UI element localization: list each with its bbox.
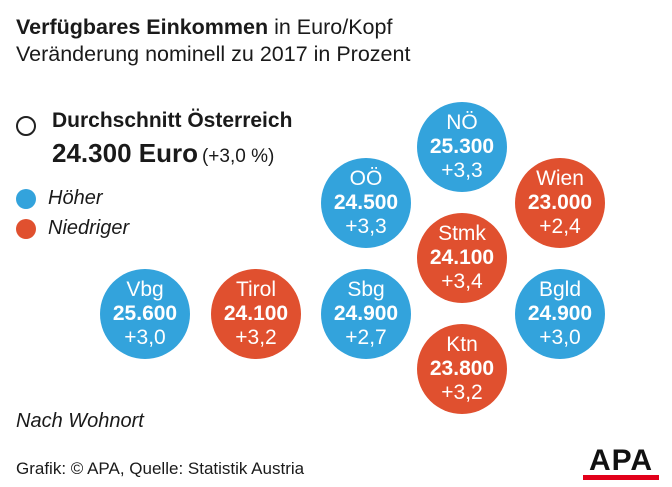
region-name: Sbg — [347, 278, 385, 301]
region-bubble: Stmk 24.100 +3,4 — [417, 213, 507, 303]
region-bubble: Bgld 24.900 +3,0 — [515, 269, 605, 359]
region-bubble: OÖ 24.500 +3,3 — [321, 158, 411, 248]
region-change: +3,4 — [441, 270, 483, 293]
region-name: Wien — [536, 167, 584, 190]
average-value: 24.300 Euro — [52, 138, 198, 168]
legend-label-lower: Niedriger — [48, 217, 130, 239]
region-value: 24.100 — [429, 246, 495, 269]
region-value: 24.100 — [223, 302, 289, 325]
apa-logo: APA — [583, 444, 659, 480]
footnote: Nach Wohnort — [16, 410, 144, 432]
region-value: 24.500 — [333, 191, 399, 214]
region-name: Bgld — [538, 278, 582, 301]
average-change: (+3,0 %) — [201, 146, 275, 167]
region-value: 24.900 — [527, 302, 593, 325]
region-name: Ktn — [446, 333, 478, 356]
region-value: 23.800 — [429, 357, 495, 380]
region-name: Stmk — [438, 222, 486, 245]
legend-dot-higher-icon — [16, 188, 36, 209]
region-name: Tirol — [235, 278, 277, 301]
region-bubble: Sbg 24.900 +2,7 — [321, 269, 411, 359]
region-bubble: NÖ 25.300 +3,3 — [417, 102, 507, 192]
chart-title: Verfügbares Einkommen in Euro/Kopf — [16, 14, 392, 40]
apa-logo-text: APA — [588, 444, 654, 477]
chart-title-bold: Verfügbares Einkommen — [16, 15, 269, 39]
average-value-line: 24.300 Euro (+3,0 %) — [52, 138, 274, 169]
region-value: 25.600 — [112, 302, 178, 325]
region-name: NÖ — [446, 111, 478, 134]
region-change: +3,3 — [441, 159, 483, 182]
legend-dot-lower-icon — [16, 218, 36, 239]
average-label: Durchschnitt Österreich — [52, 109, 293, 132]
average-circle-icon — [16, 116, 36, 136]
region-change: +2,7 — [345, 326, 387, 349]
region-change: +3,3 — [345, 215, 387, 238]
region-change: +3,2 — [235, 326, 277, 349]
source-credit: Grafik: © APA, Quelle: Statistik Austria — [16, 459, 305, 478]
region-name: Vbg — [126, 278, 164, 301]
region-bubble: Wien 23.000 +2,4 — [515, 158, 605, 248]
region-value: 24.900 — [333, 302, 399, 325]
apa-logo-bar — [583, 475, 659, 480]
region-bubble: Vbg 25.600 +3,0 — [100, 269, 190, 359]
chart-subtitle: Veränderung nominell zu 2017 in Prozent — [16, 42, 411, 66]
legend-item-higher: Höher — [16, 187, 102, 210]
region-name: OÖ — [349, 167, 383, 190]
region-change: +3,0 — [539, 326, 581, 349]
legend-item-lower: Niedriger — [16, 217, 129, 240]
region-bubble: Ktn 23.800 +3,2 — [417, 324, 507, 414]
legend-label-higher: Höher — [48, 187, 103, 209]
region-change: +2,4 — [539, 215, 581, 238]
region-value: 25.300 — [429, 135, 495, 158]
region-bubble: Tirol 24.100 +3,2 — [211, 269, 301, 359]
region-change: +3,2 — [441, 381, 483, 404]
region-change: +3,0 — [124, 326, 166, 349]
chart-title-rest: in Euro/Kopf — [268, 15, 393, 39]
region-value: 23.000 — [527, 191, 593, 214]
